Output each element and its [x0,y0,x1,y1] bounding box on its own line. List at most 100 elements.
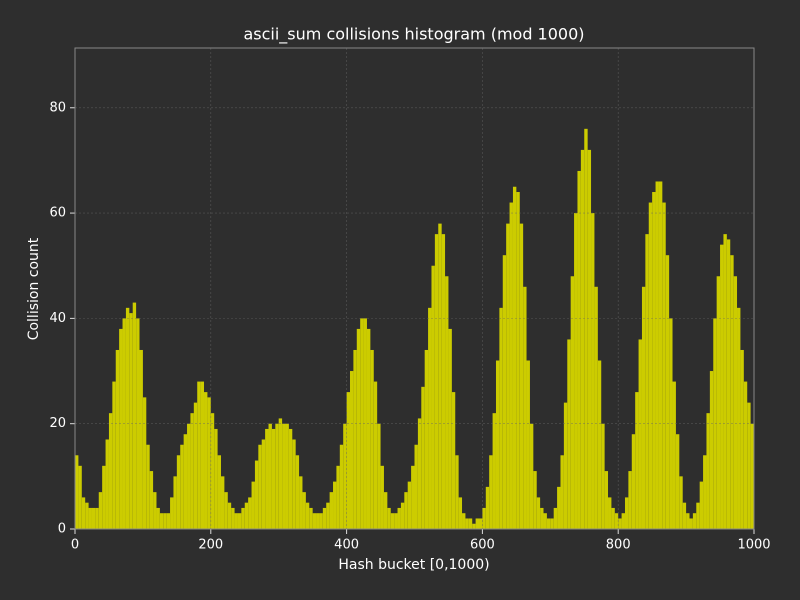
bar [200,381,205,529]
bar [119,328,123,529]
bar [254,460,259,529]
bar [546,518,551,529]
bar [142,397,147,529]
bar [261,439,266,529]
bar [445,276,449,529]
x-tick-label: 400 [334,538,359,553]
bar [597,360,602,529]
bar [499,307,503,529]
bar [282,423,286,529]
bar [584,128,588,530]
bar [149,471,154,529]
bar [319,513,323,529]
y-tick-label: 40 [49,311,66,326]
bar [397,507,401,529]
bar [655,181,659,529]
bar [380,465,384,529]
bar [322,507,327,529]
bar [580,149,585,529]
bar [689,518,693,529]
bar [390,513,395,529]
bar [112,381,116,529]
bar [523,286,527,529]
bar [608,497,612,529]
bar [529,423,534,529]
bar [570,276,575,529]
bar [153,492,157,529]
bar [343,423,347,529]
bar [679,476,683,529]
bar [699,481,704,529]
bar [139,349,143,529]
bar [251,481,255,529]
bar [455,455,459,529]
bar [703,455,707,529]
bar [288,428,293,529]
bar [506,223,510,529]
bar [125,307,130,529]
bar [502,255,507,529]
bar [183,434,188,529]
bar [557,486,561,529]
bar [197,381,201,529]
y-tick-label: 60 [49,206,66,221]
bar [675,434,680,529]
bar [669,318,673,529]
bar [204,392,208,529]
bar [159,513,164,529]
bar [462,513,466,529]
bar [333,481,337,529]
bar [536,497,541,529]
bar [428,307,432,529]
bar [567,339,571,529]
bar [349,371,354,529]
bar [465,518,469,529]
bar [105,439,109,529]
bar [750,423,754,529]
bar [299,476,303,529]
bar [692,513,697,529]
bar [540,507,544,529]
bar [526,360,530,529]
bar [129,313,133,529]
bar [170,497,174,529]
bar [638,339,642,529]
bar [258,444,262,529]
bar [339,444,344,529]
bar [312,513,317,529]
bar [560,455,564,529]
bar [326,502,330,529]
bar [611,507,615,529]
y-tick-label: 0 [58,522,66,537]
bar [737,307,741,529]
bar [658,181,663,529]
axes-frame [74,47,755,530]
bar [214,428,218,529]
bar [489,455,493,529]
bar [743,381,748,529]
bar [472,523,476,529]
bar [400,502,405,529]
bar [394,513,398,529]
bar [648,202,653,529]
bar [360,318,364,529]
bar [512,186,517,529]
bar [635,392,639,529]
bar [550,518,554,529]
bar [652,192,656,529]
bar [601,423,605,529]
plot-area: 0 200 400 600 800 1000 0 20 40 60 80 [49,47,771,553]
bar [696,502,700,529]
bar [468,518,473,529]
bar [146,444,150,529]
bar [451,392,456,529]
bar [492,413,496,529]
bar [706,413,710,529]
bar [156,507,160,529]
bar [278,418,283,529]
bar [533,471,537,529]
bar [516,192,520,529]
bar [424,349,429,529]
bar [723,234,727,529]
